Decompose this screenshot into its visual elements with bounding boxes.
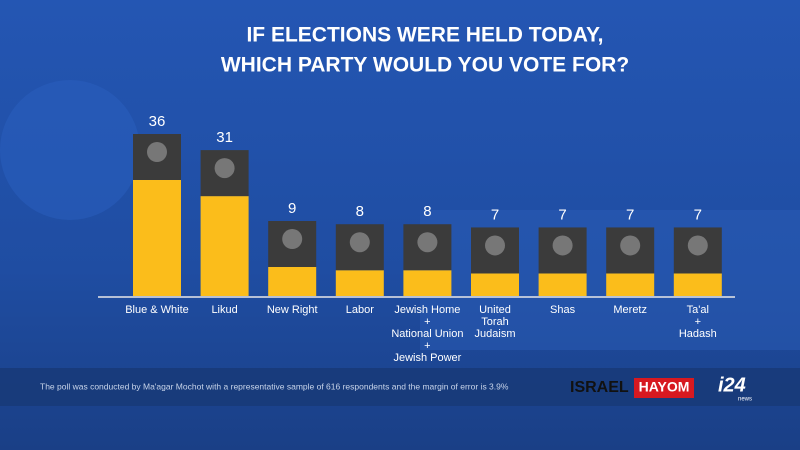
portrait-head [147,142,167,162]
x-tick-label: Shas [550,304,576,316]
value-label: 8 [356,203,364,220]
portrait-head [485,235,505,256]
logo-box [634,378,694,398]
x-tick-label: Likud [211,304,238,316]
portrait-head [417,232,438,253]
menorah-decor [0,80,140,220]
x-tick-label: Meretz [613,304,647,316]
logo-text: news [738,397,752,403]
chart-title: IF ELECTIONS WERE HELD TODAY, [246,24,603,47]
logo-text: ISRAEL [570,379,629,396]
value-label: 8 [423,203,431,220]
bar [471,273,519,296]
value-label: 7 [558,206,566,223]
value-label: 31 [216,129,233,146]
bar [133,180,181,296]
bar [335,270,384,296]
x-tick-label: Blue & White [125,304,189,316]
value-label: 9 [288,200,296,217]
bar [673,273,722,296]
chart-title: WHICH PARTY WOULD YOU VOTE FOR? [221,54,629,77]
bar [268,267,317,296]
bar [200,196,249,296]
portrait-head [349,232,370,253]
portrait-head [282,229,303,249]
portrait-head [552,235,573,256]
x-tick-label: New Right [266,304,318,316]
x-tick-label: Labor [345,304,374,316]
x-tick-label: Ta'al + Hadash [678,304,717,340]
logo-text: HAYOM [639,379,690,395]
value-label: 7 [626,206,634,223]
bar [403,270,452,296]
logo-text: i24 [718,374,746,396]
portrait-head [214,158,235,179]
portrait-head [687,235,708,256]
value-label: 7 [694,206,702,223]
x-tick-label: United Torah Judaism [474,304,516,340]
portrait-head [620,235,641,256]
x-tick-label: Jewish Home + National Union + Jewish Po… [391,304,464,364]
value-label: 7 [491,206,499,223]
bar [538,273,587,296]
value-label: 36 [149,113,166,130]
footnote: The poll was conducted by Ma'agar Mochot… [40,381,509,391]
bar [606,273,655,296]
